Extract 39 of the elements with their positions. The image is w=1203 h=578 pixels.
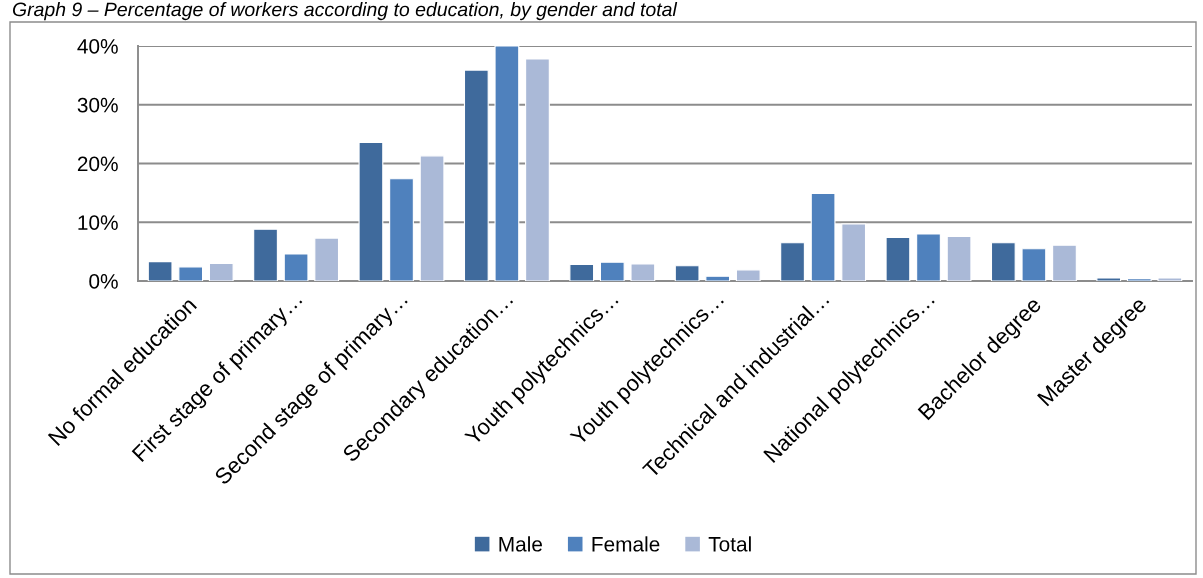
bar — [389, 178, 414, 281]
bar — [780, 242, 805, 281]
bar — [1157, 277, 1183, 281]
y-tick-label: 0% — [89, 274, 118, 289]
bar — [1052, 244, 1077, 281]
bar — [253, 228, 278, 281]
bar — [990, 242, 1016, 281]
bar — [208, 262, 234, 281]
bar — [810, 192, 836, 281]
y-tick-label: 20% — [77, 156, 118, 172]
bar — [630, 263, 656, 281]
y-tick-label: 30% — [77, 97, 118, 113]
bar — [841, 223, 867, 281]
y-tick-label: 10% — [78, 215, 118, 230]
bar — [494, 46, 520, 281]
bar — [358, 141, 384, 281]
legend-label: Female — [592, 536, 660, 552]
bar — [419, 155, 445, 281]
bar — [1021, 248, 1047, 281]
bar — [885, 236, 911, 281]
bar — [946, 235, 972, 281]
bar — [147, 261, 173, 281]
bar — [916, 233, 941, 281]
bar — [463, 69, 489, 281]
bar — [283, 253, 309, 281]
chart-title: Graph 9 – Percentage of workers according to education, by gender and total — [12, 2, 678, 21]
bar — [314, 237, 340, 281]
bar — [569, 263, 595, 281]
bar — [674, 265, 700, 281]
legend-label: Male — [499, 536, 542, 552]
y-tick-label: 40% — [77, 39, 118, 54]
bar — [599, 261, 625, 281]
legend-label: Total — [708, 536, 751, 552]
bar — [525, 58, 550, 281]
bar — [705, 275, 731, 281]
bar — [735, 269, 761, 281]
bar — [1126, 278, 1152, 281]
bar — [178, 266, 204, 281]
bar — [1096, 277, 1122, 281]
